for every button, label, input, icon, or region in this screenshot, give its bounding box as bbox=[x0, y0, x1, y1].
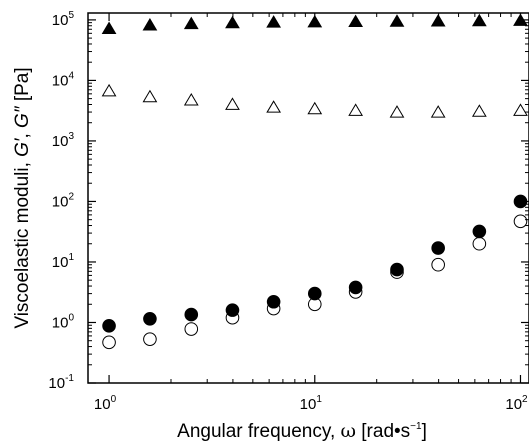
open-circle-point bbox=[102, 335, 116, 350]
filled-triangle-point bbox=[225, 15, 240, 29]
open-circle-point bbox=[225, 310, 240, 325]
filled-circle-point bbox=[513, 194, 528, 209]
open-triangle-point bbox=[307, 101, 323, 115]
open-circle-point bbox=[143, 332, 157, 346]
open-triangle-point bbox=[513, 103, 528, 116]
open-circle-point bbox=[513, 214, 528, 229]
filled-triangle-point bbox=[142, 17, 158, 31]
filled-circle-point bbox=[390, 262, 404, 277]
open-circle-point bbox=[390, 265, 404, 279]
open-circle-point bbox=[348, 285, 363, 299]
filled-circle-point bbox=[102, 319, 116, 333]
filled-circle-point bbox=[431, 241, 445, 255]
open-triangle-point bbox=[142, 89, 158, 103]
filled-triangle-point bbox=[101, 21, 117, 34]
y-tick-label: 105 bbox=[52, 10, 75, 29]
x-axis-label: Angular frequency, ω [rad•s−1] bbox=[177, 420, 427, 442]
open-circle-point bbox=[184, 322, 199, 336]
open-circle-point bbox=[266, 301, 281, 316]
open-triangle-point bbox=[348, 103, 364, 116]
filled-triangle-point bbox=[183, 16, 199, 30]
open-triangle-point bbox=[225, 97, 240, 110]
open-circle-point bbox=[431, 257, 445, 272]
tick-labels: 10-1 100 101 102 103 104 105 100 101 102 bbox=[48, 10, 528, 413]
y-tick-label: 104 bbox=[52, 70, 75, 89]
axis-ticks bbox=[88, 13, 529, 384]
filled-circle-point bbox=[307, 286, 322, 301]
filled-circle-point bbox=[143, 312, 157, 326]
filled-triangle-point bbox=[389, 14, 405, 27]
x-tick-label: 102 bbox=[505, 394, 528, 413]
filled-triangle-point bbox=[348, 14, 364, 28]
open-circle-point bbox=[307, 297, 322, 312]
y-tick-label: 103 bbox=[52, 131, 75, 150]
open-triangle-point bbox=[471, 104, 487, 117]
y-tick-label: 102 bbox=[52, 191, 75, 210]
filled-circle-point bbox=[184, 307, 199, 322]
plot-frame bbox=[87, 12, 529, 384]
filled-triangle-point bbox=[513, 13, 528, 26]
filled-triangle-point bbox=[307, 14, 323, 28]
x-tick-label: 101 bbox=[300, 394, 323, 413]
filled-triangle-point bbox=[266, 15, 282, 28]
y-tick-label: 101 bbox=[52, 252, 75, 271]
open-circle-point bbox=[472, 236, 487, 251]
data-marks bbox=[101, 13, 528, 350]
open-triangle-point bbox=[389, 105, 405, 118]
x-tick-label: 100 bbox=[94, 394, 117, 413]
filled-circle-point bbox=[225, 303, 240, 317]
y-tick-label: 100 bbox=[52, 312, 75, 331]
filled-circle-point bbox=[348, 280, 363, 295]
open-triangle-point bbox=[183, 93, 199, 106]
filled-triangle-point bbox=[471, 13, 487, 27]
open-triangle-point bbox=[101, 83, 117, 97]
filled-triangle-point bbox=[430, 14, 446, 27]
y-axis-label: Viscoelastic moduli, G′, G″ [Pa] bbox=[12, 67, 33, 328]
open-triangle-point bbox=[266, 100, 282, 113]
open-triangle-point bbox=[430, 105, 446, 118]
filled-circle-point bbox=[472, 224, 487, 239]
y-tick-label: 10-1 bbox=[48, 373, 74, 392]
